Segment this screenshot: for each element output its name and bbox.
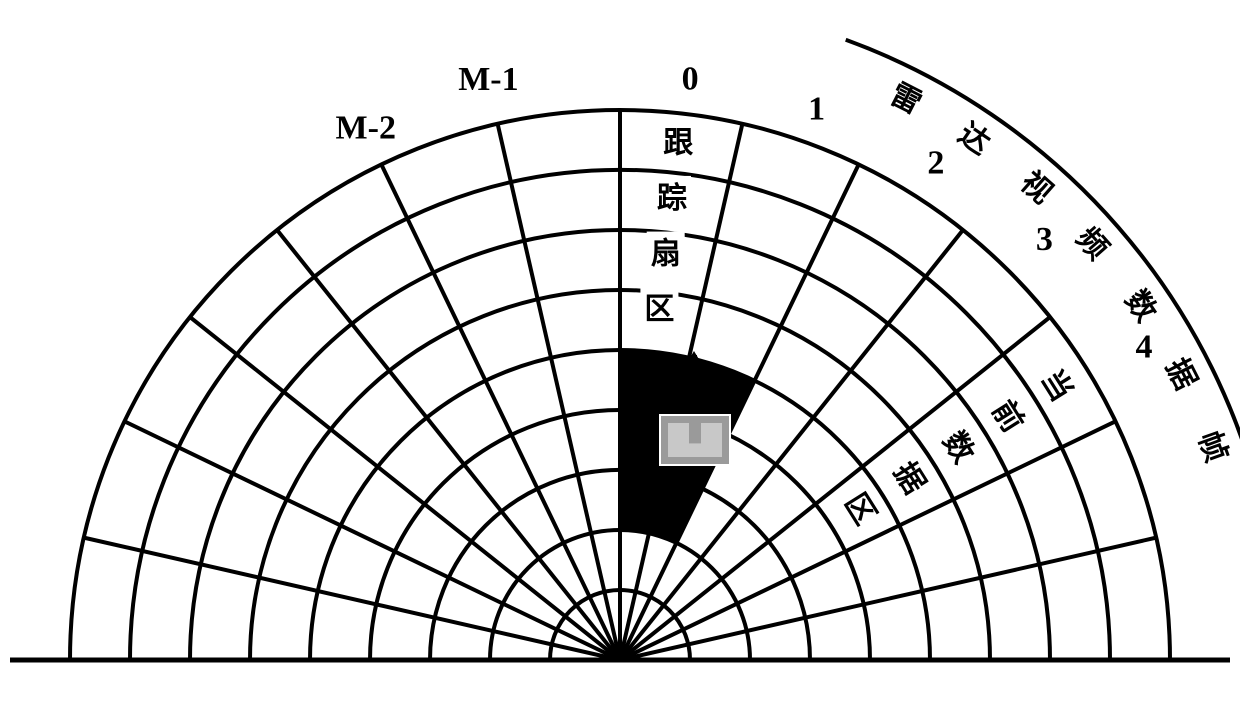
- svg-text:扇: 扇: [651, 238, 681, 271]
- svg-text:视: 视: [1014, 166, 1058, 211]
- sector-index-label: 3: [1036, 221, 1053, 258]
- svg-text:数: 数: [1119, 284, 1164, 328]
- target-marker: [660, 415, 730, 465]
- svg-text:达: 达: [952, 117, 995, 161]
- svg-text:区: 区: [644, 293, 674, 326]
- svg-text:频: 频: [1070, 222, 1115, 266]
- svg-text:帧: 帧: [1192, 427, 1233, 466]
- sector-index-label: 1: [808, 91, 825, 128]
- sector-index-label: M-1: [458, 61, 518, 98]
- sector-index-label: 2: [927, 145, 944, 182]
- svg-text:雷: 雷: [885, 78, 927, 121]
- sector-index-label: M-2: [336, 110, 396, 147]
- sector-index-label: 0: [682, 60, 699, 97]
- svg-text:踪: 踪: [657, 182, 687, 215]
- svg-text:跟: 跟: [663, 126, 693, 159]
- sector-index-label: 4: [1135, 329, 1152, 366]
- svg-text:据: 据: [1159, 353, 1202, 395]
- radar-diagram: M-2 M-1 0 1 2 3 4 雷达视频数据帧 跟踪扇区当前数据区: [0, 0, 1240, 720]
- current-data-region-label: 当前数据区: [836, 358, 1086, 534]
